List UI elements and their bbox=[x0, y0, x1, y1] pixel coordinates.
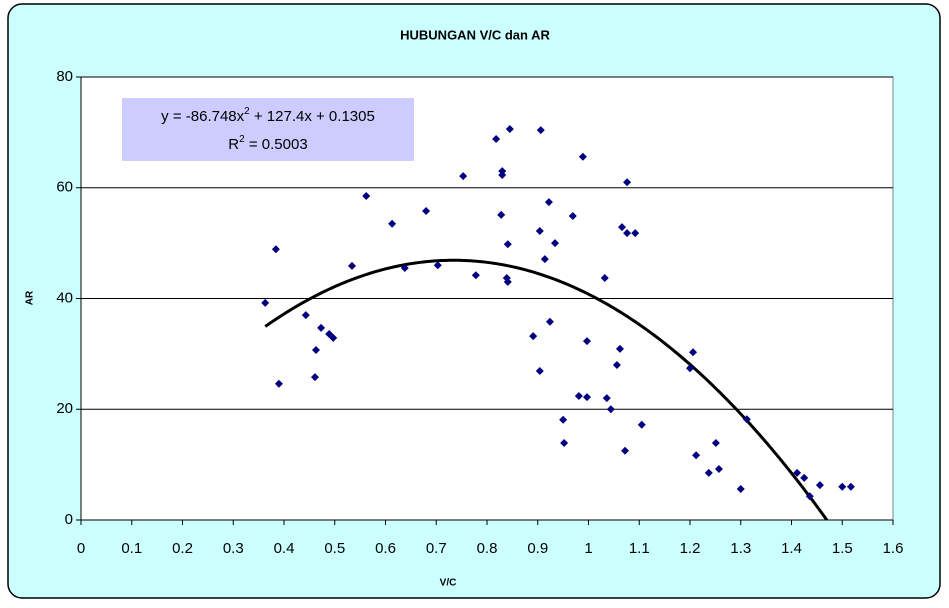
x-tick-label: 1.6 bbox=[883, 540, 904, 557]
point bbox=[329, 333, 338, 342]
point bbox=[582, 393, 591, 402]
point bbox=[617, 223, 626, 232]
x-tick-label: 0.7 bbox=[426, 540, 447, 557]
point bbox=[560, 439, 569, 448]
point bbox=[544, 198, 553, 207]
x-tick-label: 1.3 bbox=[730, 540, 751, 557]
point bbox=[271, 245, 280, 254]
point bbox=[400, 264, 409, 273]
point bbox=[535, 226, 544, 235]
point bbox=[815, 481, 824, 490]
point bbox=[498, 171, 507, 180]
point bbox=[310, 373, 319, 382]
point bbox=[536, 126, 545, 135]
point bbox=[388, 219, 397, 228]
point bbox=[545, 317, 554, 326]
x-tick-label: 1.2 bbox=[680, 540, 701, 557]
point bbox=[602, 394, 611, 403]
x-tick-label: 0.8 bbox=[477, 540, 498, 557]
point bbox=[793, 468, 802, 477]
point bbox=[503, 277, 512, 286]
x-tick-label: 0.6 bbox=[375, 540, 396, 557]
x-axis-label: V/C bbox=[440, 578, 457, 589]
point bbox=[686, 364, 694, 373]
x-tick-label: 1 bbox=[584, 540, 592, 557]
x-tick-label: 0.1 bbox=[121, 540, 142, 557]
point bbox=[736, 484, 745, 493]
point bbox=[615, 344, 624, 353]
x-tick-label: 0.4 bbox=[274, 540, 295, 557]
x-tick-label: 0.3 bbox=[223, 540, 244, 557]
x-tick-label: 0.2 bbox=[172, 540, 193, 557]
r-squared: R2 = 0.5003 bbox=[228, 134, 307, 153]
y-tick-label: 60 bbox=[56, 179, 73, 196]
point bbox=[362, 192, 371, 201]
trendline bbox=[264, 258, 829, 520]
point bbox=[623, 229, 632, 238]
point bbox=[621, 446, 630, 455]
point bbox=[422, 207, 431, 216]
trendline-equation: y = -86.748x2 + 127.4x + 0.1305 bbox=[161, 106, 375, 125]
point bbox=[574, 391, 583, 400]
y-axis-label: AR bbox=[25, 290, 36, 305]
point bbox=[559, 415, 568, 424]
point bbox=[578, 152, 587, 161]
x-tick-label: 0.9 bbox=[527, 540, 548, 557]
point bbox=[274, 379, 283, 388]
point bbox=[689, 348, 698, 357]
point bbox=[582, 337, 591, 346]
point bbox=[631, 229, 640, 238]
x-tick-label: 0 bbox=[77, 540, 85, 557]
point bbox=[433, 261, 442, 270]
point bbox=[600, 274, 609, 283]
point bbox=[540, 255, 549, 264]
y-tick-label: 80 bbox=[56, 68, 73, 85]
point bbox=[714, 465, 723, 474]
y-tick-label: 40 bbox=[56, 289, 73, 306]
point bbox=[800, 473, 809, 482]
equation-box bbox=[122, 98, 414, 161]
point bbox=[348, 261, 357, 270]
point bbox=[623, 178, 632, 187]
y-tick-label: 0 bbox=[65, 511, 73, 528]
point bbox=[497, 210, 506, 219]
point bbox=[742, 415, 751, 424]
point bbox=[704, 468, 713, 477]
point bbox=[301, 311, 310, 320]
point bbox=[261, 298, 270, 307]
marks bbox=[261, 125, 855, 520]
point bbox=[311, 345, 320, 354]
point bbox=[606, 405, 615, 414]
point bbox=[471, 271, 480, 280]
point bbox=[529, 332, 538, 341]
point bbox=[637, 420, 646, 429]
x-tick-label: 1.1 bbox=[629, 540, 650, 557]
point bbox=[551, 239, 560, 248]
point bbox=[692, 451, 701, 460]
x-tick-label: 0.5 bbox=[324, 540, 345, 557]
point bbox=[612, 360, 621, 369]
point bbox=[535, 367, 544, 376]
point bbox=[846, 482, 855, 491]
point bbox=[503, 240, 512, 249]
x-tick-label: 1.4 bbox=[781, 540, 802, 557]
point bbox=[505, 125, 514, 134]
chart-title: HUBUNGAN V/C dan AR bbox=[400, 27, 550, 42]
point bbox=[317, 323, 326, 332]
point bbox=[459, 172, 468, 181]
x-tick-label: 1.5 bbox=[832, 540, 853, 557]
point bbox=[492, 135, 501, 144]
point bbox=[711, 439, 720, 448]
point bbox=[568, 211, 577, 220]
point bbox=[838, 482, 847, 491]
point bbox=[805, 492, 814, 501]
y-tick-label: 20 bbox=[56, 400, 73, 417]
